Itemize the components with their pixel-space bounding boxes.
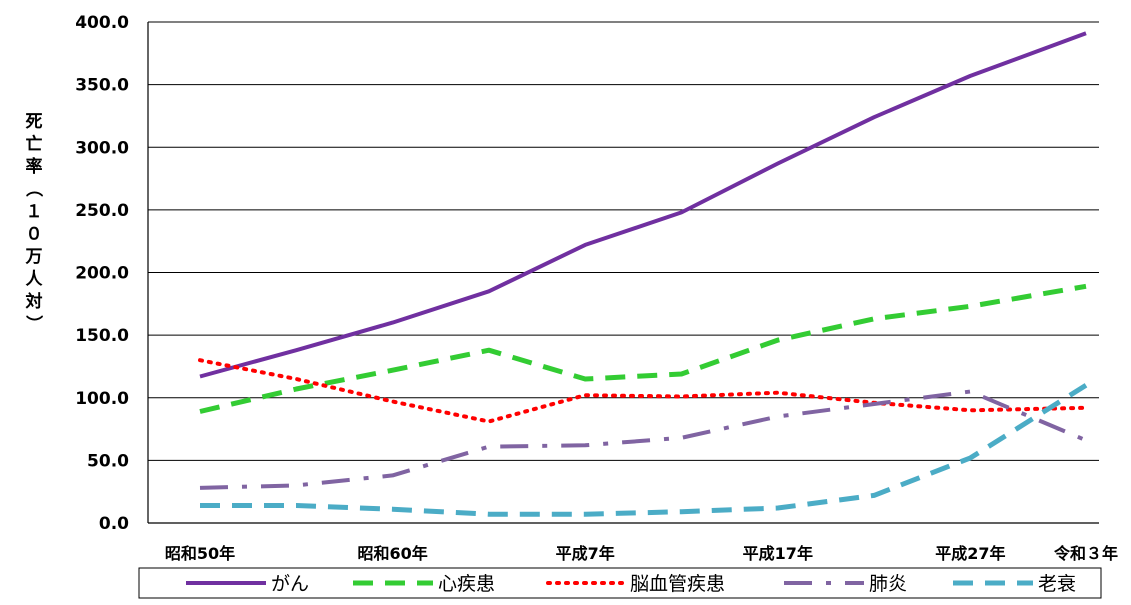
y-axis-label-char-9: ） (23, 315, 44, 332)
y-tick-label-4: 200.0 (75, 264, 129, 284)
y-axis-label-char-2: 率 (26, 156, 43, 177)
y-tick-label-3: 150.0 (75, 326, 129, 346)
y-axis-label-char-4: １ (26, 202, 43, 222)
y-tick-label-2: 100.0 (75, 389, 129, 409)
y-tick-label-7: 350.0 (75, 76, 129, 96)
x-tick-label-5: 令和３年 (1053, 544, 1118, 563)
y-axis-label-char-5: ０ (26, 225, 43, 245)
legend-label-4: 老衰 (1038, 573, 1076, 595)
series-line-1 (199, 283, 1087, 414)
x-tick-label-1: 昭和60年 (357, 544, 427, 563)
legend-label-2: 脳血管疾患 (630, 573, 725, 595)
y-tick-label-1: 50.0 (87, 451, 129, 471)
y-tick-label-8: 400.0 (75, 13, 129, 33)
legend-label-1: 心疾患 (438, 573, 495, 595)
x-tick-label-0: 昭和50年 (165, 544, 235, 563)
y-tick-label-0: 0.0 (99, 514, 129, 534)
x-tick-label-2: 平成7年 (556, 544, 615, 563)
series-line-2 (198, 358, 1088, 424)
y-axis-label-char-3: （ (23, 180, 44, 197)
legend-label-3: 肺炎 (869, 573, 907, 595)
series-line-0 (199, 31, 1087, 379)
series-line-3 (199, 389, 1087, 490)
y-tick-label-5: 250.0 (75, 201, 129, 221)
y-axis-label-char-0: 死 (26, 112, 43, 132)
y-tick-label-6: 300.0 (75, 138, 129, 158)
legend-label-0: がん (271, 573, 309, 595)
series-line-4 (200, 383, 1088, 517)
x-tick-label-3: 平成17年 (743, 544, 813, 563)
y-axis-label-char-1: 亡 (26, 134, 43, 155)
y-axis-label-char-7: 人 (26, 270, 44, 290)
y-axis-label-char-6: 万 (25, 247, 43, 267)
y-axis-label-char-8: 対 (25, 291, 43, 312)
x-tick-label-4: 平成27年 (935, 544, 1005, 563)
